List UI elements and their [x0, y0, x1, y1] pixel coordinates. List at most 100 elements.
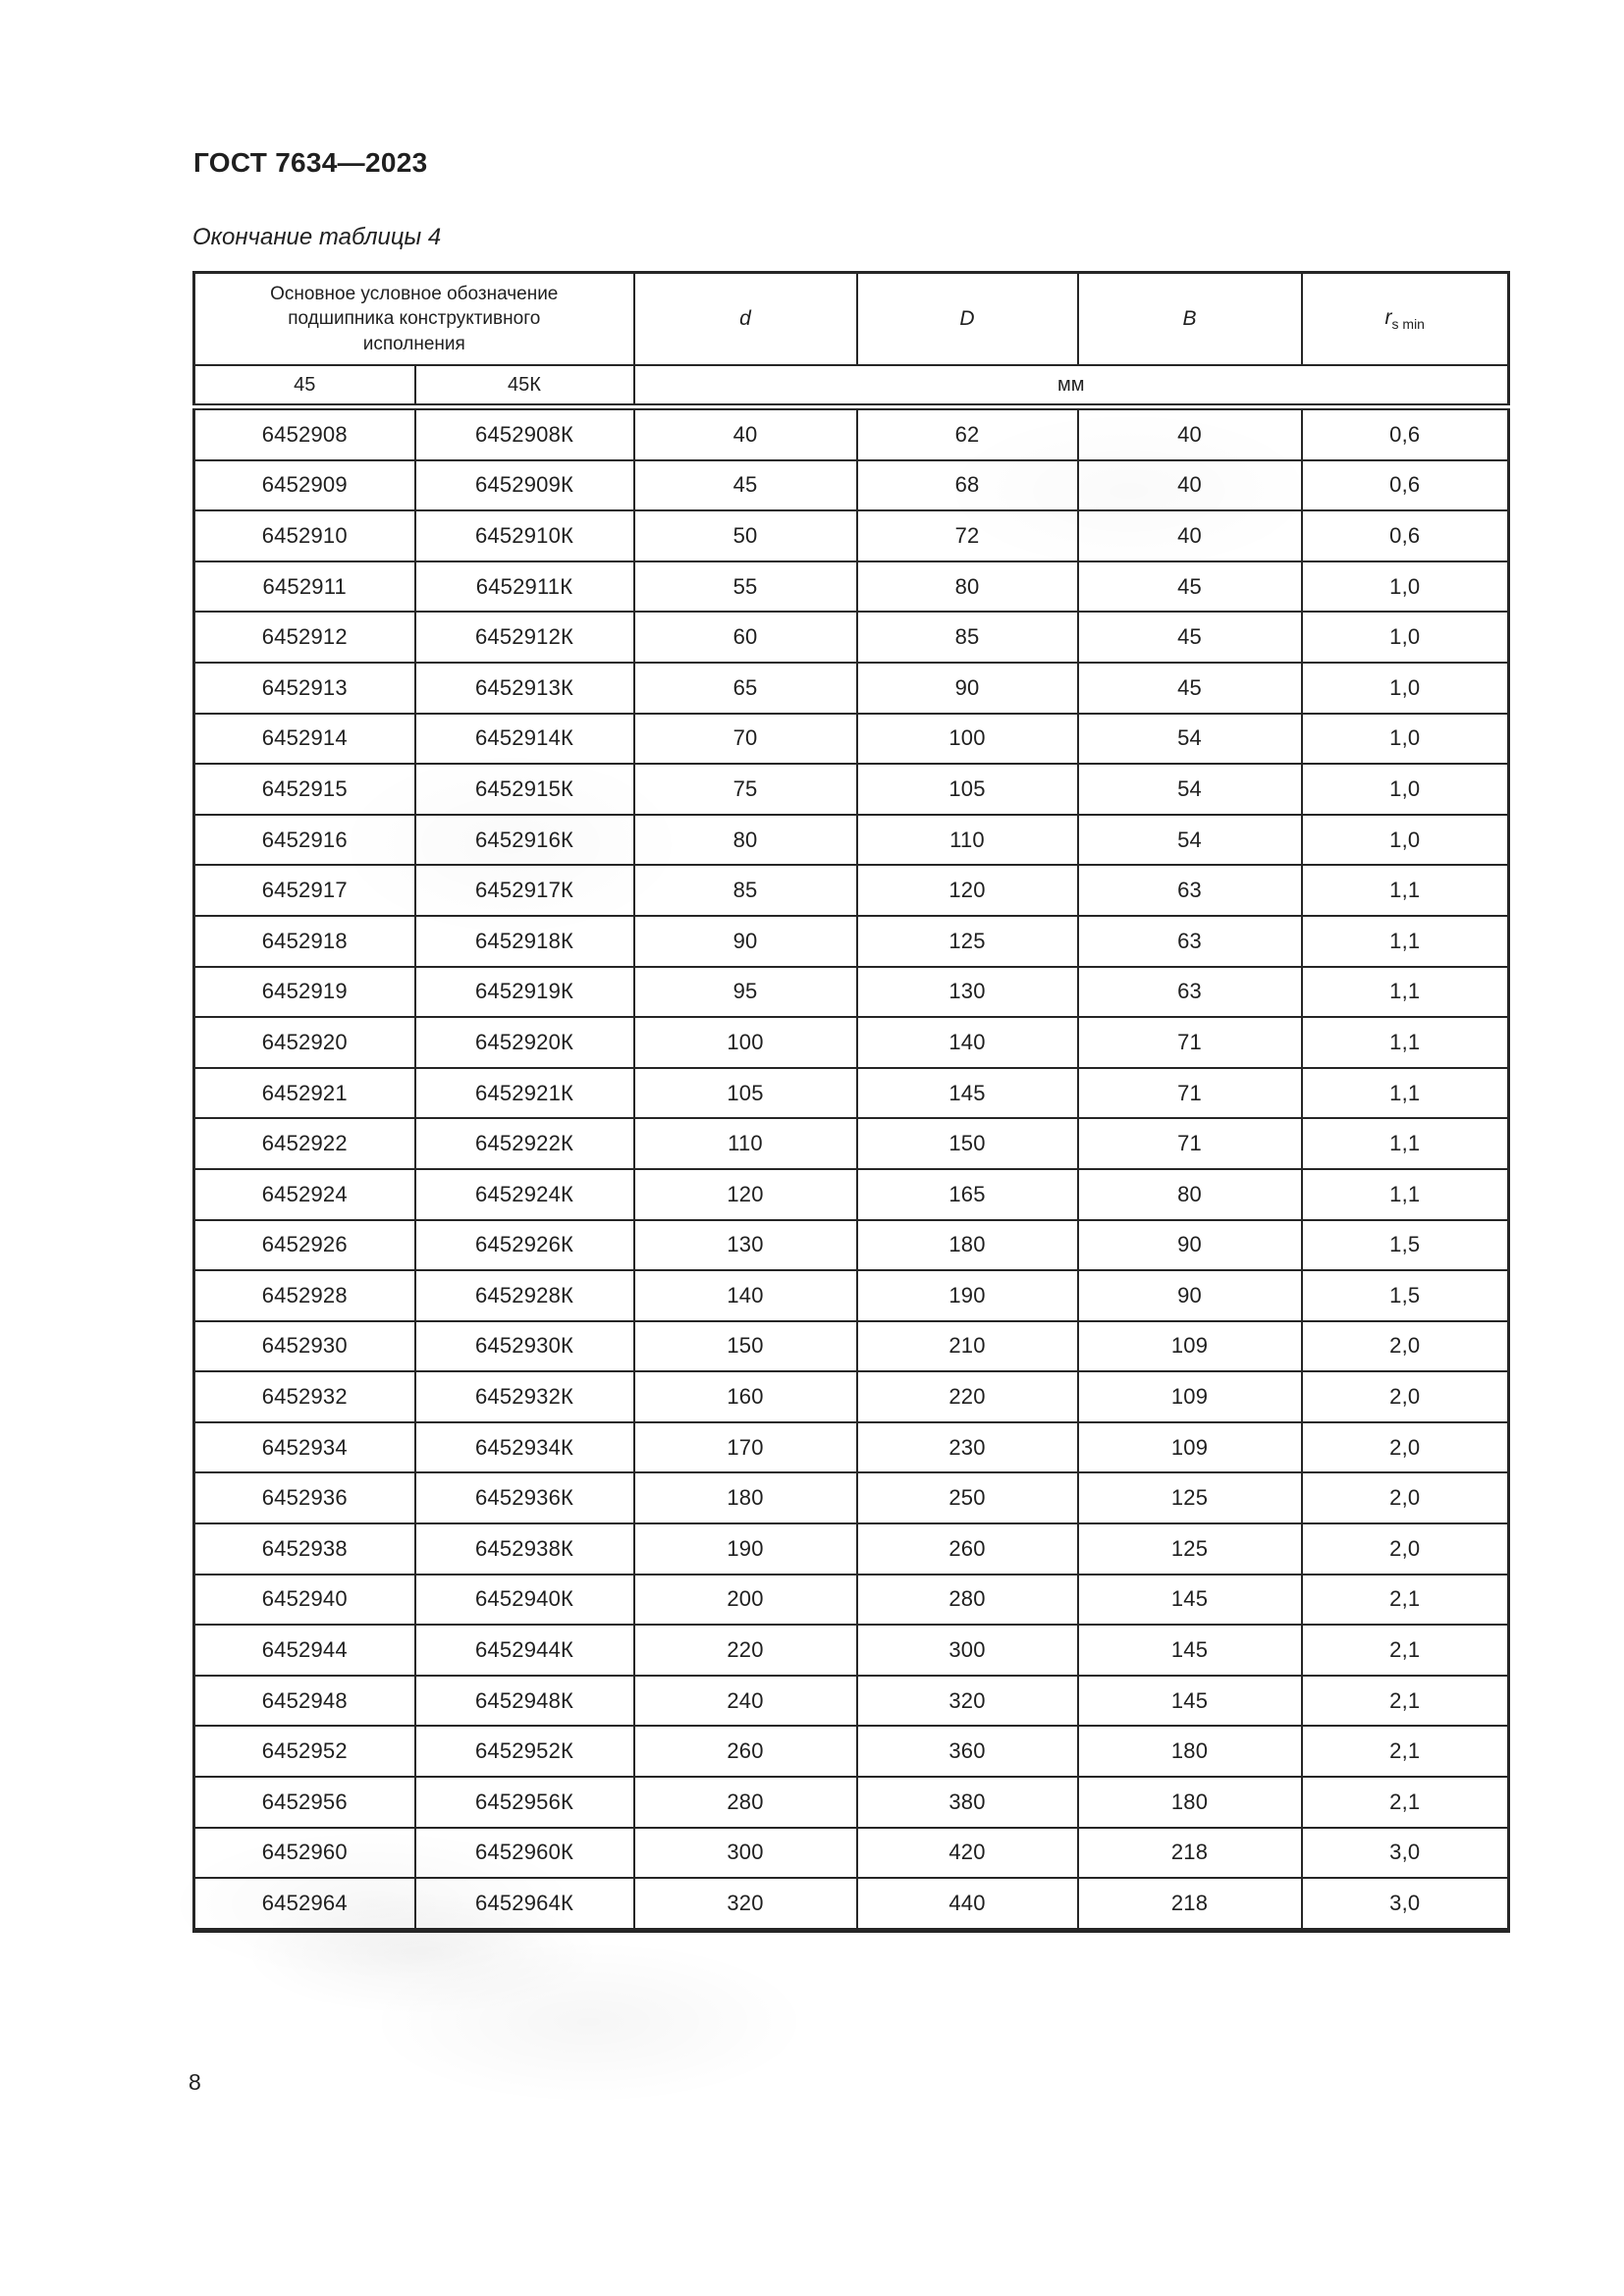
table-row: 6452920 6452920К 100 140 71 1,1 — [192, 1016, 1510, 1069]
cell: 180 — [855, 1218, 1079, 1272]
cell: 54 — [1076, 712, 1303, 766]
cell: 40 — [1076, 509, 1303, 562]
cell: 68 — [855, 458, 1079, 512]
cell: 85 — [855, 611, 1079, 664]
cell: 300 — [855, 1624, 1079, 1677]
table-row: 6452944 6452944К 220 300 145 2,1 — [192, 1624, 1510, 1677]
cell: 140 — [855, 1016, 1079, 1069]
unit-cell: мм — [632, 364, 1510, 410]
cell: 6452918К — [413, 914, 635, 968]
cell: 75 — [632, 763, 858, 816]
cell: 1,5 — [1300, 1269, 1510, 1322]
cell: 71 — [1076, 1117, 1303, 1170]
table-row: 6452911 6452911К 55 80 45 1,0 — [192, 560, 1510, 614]
cell: 6452922К — [413, 1117, 635, 1170]
standard-title: ГОСТ 7634—2023 — [193, 147, 428, 178]
cell: 109 — [1076, 1420, 1303, 1474]
cell: 6452909 — [192, 458, 416, 512]
cell: 0,6 — [1300, 405, 1510, 461]
cell: 2,0 — [1300, 1471, 1510, 1525]
cell: 54 — [1076, 813, 1303, 867]
cell: 40 — [632, 405, 858, 461]
cell: 6452916 — [192, 813, 416, 867]
cell: 145 — [1076, 1573, 1303, 1627]
cell: 190 — [855, 1269, 1079, 1322]
cell: 6452910К — [413, 509, 635, 562]
cell: 180 — [1076, 1776, 1303, 1829]
cell: 6452938 — [192, 1522, 416, 1575]
cell: 45 — [1076, 560, 1303, 614]
cell: 110 — [855, 813, 1079, 867]
cell: 6452938К — [413, 1522, 635, 1575]
table-row: 6452952 6452952К 260 360 180 2,1 — [192, 1725, 1510, 1779]
cell: 1,0 — [1300, 813, 1510, 867]
table-row: 6452960 6452960К 300 420 218 3,0 — [192, 1826, 1510, 1880]
cell: 130 — [632, 1218, 858, 1272]
cell: 90 — [632, 914, 858, 968]
cell: 6452908 — [192, 405, 416, 461]
cell: 6452936К — [413, 1471, 635, 1525]
B-symbol: B — [1182, 306, 1197, 330]
cell: 6452918 — [192, 914, 416, 968]
cell: 120 — [855, 864, 1079, 917]
cell: 6452922 — [192, 1117, 416, 1170]
cell: 71 — [1076, 1066, 1303, 1120]
cell: 220 — [632, 1624, 858, 1677]
cell: 160 — [632, 1370, 858, 1423]
header-row-main: Основное условное обозначение подшипника… — [192, 271, 1510, 366]
cell: 6452948К — [413, 1674, 635, 1728]
cell: 109 — [1076, 1319, 1303, 1373]
cell: 1,1 — [1300, 1117, 1510, 1170]
table-row: 6452910 6452910К 50 72 40 0,6 — [192, 509, 1510, 562]
cell: 1,1 — [1300, 1066, 1510, 1120]
cell: 0,6 — [1300, 458, 1510, 512]
cell: 6452956К — [413, 1776, 635, 1829]
table-row: 6452912 6452912К 60 85 45 1,0 — [192, 611, 1510, 664]
cell: 320 — [855, 1674, 1079, 1728]
cell: 6452911 — [192, 560, 416, 614]
cell: 63 — [1076, 965, 1303, 1019]
cell: 105 — [855, 763, 1079, 816]
table-header: Основное условное обозначение подшипника… — [192, 271, 1510, 410]
page-number: 8 — [189, 2069, 201, 2095]
cell: 2,1 — [1300, 1776, 1510, 1829]
table-caption: Окончание таблицы 4 — [192, 224, 442, 250]
cell: 6452948 — [192, 1674, 416, 1728]
cell: 320 — [632, 1877, 858, 1932]
cell: 6452928К — [413, 1269, 635, 1322]
cell: 150 — [632, 1319, 858, 1373]
table-row: 6452930 6452930К 150 210 109 2,0 — [192, 1319, 1510, 1373]
cell: 100 — [855, 712, 1079, 766]
cell: 280 — [855, 1573, 1079, 1627]
table-row: 6452919 6452919К 95 130 63 1,1 — [192, 965, 1510, 1019]
cell: 6452924 — [192, 1167, 416, 1221]
cell: 6452920К — [413, 1016, 635, 1069]
cell: 1,1 — [1300, 1167, 1510, 1221]
cell: 90 — [1076, 1218, 1303, 1272]
cell: 95 — [632, 965, 858, 1019]
cell: 63 — [1076, 864, 1303, 917]
cell: 6452910 — [192, 509, 416, 562]
cell: 220 — [855, 1370, 1079, 1423]
cell: 1,1 — [1300, 864, 1510, 917]
cell: 40 — [1076, 405, 1303, 461]
cell: 110 — [632, 1117, 858, 1170]
cell: 6452914 — [192, 712, 416, 766]
cell: 6452932 — [192, 1370, 416, 1423]
cell: 6452960К — [413, 1826, 635, 1880]
cell: 6452921 — [192, 1066, 416, 1120]
cell: 145 — [855, 1066, 1079, 1120]
table-row: 6452956 6452956К 280 380 180 2,1 — [192, 1776, 1510, 1829]
cell: 80 — [1076, 1167, 1303, 1221]
cell: 45 — [632, 458, 858, 512]
table-row: 6452908 6452908К 40 62 40 0,6 — [192, 405, 1510, 461]
cell: 80 — [855, 560, 1079, 614]
subcol-45: 45 — [192, 364, 416, 410]
cell: 140 — [632, 1269, 858, 1322]
cell: 2,0 — [1300, 1420, 1510, 1474]
cell: 90 — [1076, 1269, 1303, 1322]
cell: 210 — [855, 1319, 1079, 1373]
table-row: 6452964 6452964К 320 440 218 3,0 — [192, 1877, 1510, 1932]
cell: 6452908К — [413, 405, 635, 461]
cell: 6452914К — [413, 712, 635, 766]
